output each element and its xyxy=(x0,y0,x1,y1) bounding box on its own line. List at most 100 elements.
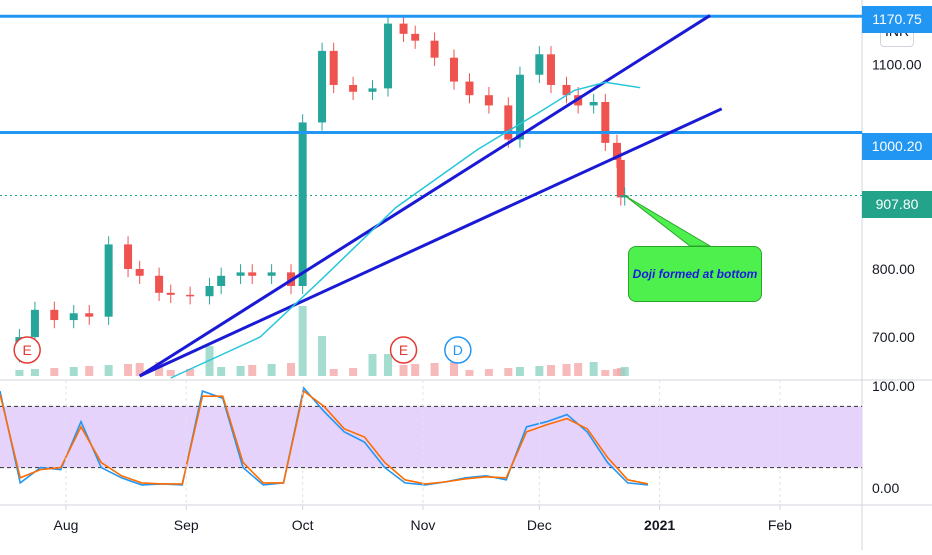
volume-bar xyxy=(589,362,598,376)
volume-bar xyxy=(267,364,276,376)
price-axis-label: 1100.00 xyxy=(872,57,922,73)
volume-bar xyxy=(349,368,358,376)
candle-body xyxy=(50,309,59,321)
volume-bar xyxy=(318,336,327,376)
candle-body xyxy=(384,23,393,89)
candle-body xyxy=(69,313,78,321)
time-axis-label: Nov xyxy=(410,517,435,533)
volume-bar xyxy=(368,354,377,376)
candle-body xyxy=(155,275,164,293)
candle-body xyxy=(368,88,377,92)
candle-body xyxy=(124,244,133,269)
event-marker-e: E xyxy=(389,336,418,364)
event-marker-circle xyxy=(13,336,41,364)
stochastic-d-line xyxy=(0,389,649,485)
trend-line-shallow xyxy=(139,107,723,378)
price-tag-resistance-value: 1170.75 xyxy=(872,11,922,27)
event-marker-label: E xyxy=(22,342,31,358)
candle-body xyxy=(616,159,625,198)
candle-body xyxy=(30,309,39,338)
candle-body xyxy=(515,74,524,140)
volume-bar xyxy=(562,364,571,376)
candle-body xyxy=(186,294,195,297)
candle-body xyxy=(465,81,474,96)
candle-body xyxy=(546,54,555,85)
volume-bar xyxy=(465,370,474,376)
volume-bar xyxy=(399,365,408,376)
price-tag-support-value: 1000.20 xyxy=(871,138,923,154)
volume-bar xyxy=(50,368,59,376)
stochastic-axis-label: 0.00 xyxy=(872,480,899,496)
price-axis-label: 800.00 xyxy=(872,261,915,277)
volume-bar xyxy=(236,366,245,376)
volume-bar xyxy=(546,365,555,376)
trend-line-steep xyxy=(138,14,711,378)
price-tag-last-value: 907.80 xyxy=(875,196,919,212)
annotation-callout[interactable]: Doji formed at bottom xyxy=(628,246,762,302)
volume-bar xyxy=(287,363,296,376)
volume-bar xyxy=(217,367,226,376)
event-marker-circle xyxy=(389,336,418,364)
candle-body xyxy=(411,33,420,41)
candle-body xyxy=(535,54,544,75)
candle-body xyxy=(236,272,245,276)
volume-bar xyxy=(124,364,133,376)
candle-body xyxy=(318,50,327,123)
volume-bar xyxy=(384,354,393,376)
volume-bar xyxy=(104,365,113,376)
time-axis: Aug Sep Oct Nov Dec 2021 Feb xyxy=(54,380,792,533)
volume-bar xyxy=(135,363,144,376)
volume-bar xyxy=(69,367,78,376)
stochastic-k-line xyxy=(0,386,649,486)
stochastic-axis-label: 100.00 xyxy=(872,378,915,394)
volume-bar xyxy=(484,369,493,376)
price-pane xyxy=(0,0,862,380)
price-tag-support: 1000.20 xyxy=(862,133,932,160)
candle-body xyxy=(620,195,629,198)
candle-body xyxy=(589,102,598,106)
time-axis-label: 2021 xyxy=(644,517,675,533)
candle-body xyxy=(217,275,226,286)
volume-bar xyxy=(329,369,338,376)
candle-body xyxy=(484,95,493,106)
candle-body xyxy=(85,313,94,317)
event-marker-label: D xyxy=(453,342,463,358)
candle-body xyxy=(329,50,338,85)
volume-bar xyxy=(155,362,164,376)
time-axis-label: Oct xyxy=(292,517,314,533)
price-tag-last: 907.80 xyxy=(862,191,932,218)
candle-body xyxy=(562,84,571,96)
event-marker-label: E xyxy=(399,342,408,358)
time-axis-label: Aug xyxy=(54,517,79,533)
drawing-lines xyxy=(0,14,862,379)
volume-bar xyxy=(535,366,544,376)
candle-body xyxy=(267,272,276,276)
volume-bar xyxy=(186,369,195,376)
candle-body xyxy=(135,268,144,276)
event-marker-circle xyxy=(444,336,472,364)
event-marker-d: D xyxy=(444,336,472,364)
candle-body xyxy=(399,23,408,34)
price-tag-resistance: 1170.75 xyxy=(862,6,932,33)
volume-bar xyxy=(298,306,307,376)
candle-body xyxy=(504,105,513,140)
candle-body xyxy=(166,292,175,295)
candle-body xyxy=(205,286,214,297)
candle-body xyxy=(349,84,358,92)
volume-bar xyxy=(504,368,513,376)
volume-bar xyxy=(574,363,583,376)
volume-bar xyxy=(411,364,420,376)
volume-bar xyxy=(15,370,24,376)
candle-body xyxy=(104,244,113,317)
volume-bar xyxy=(515,367,524,376)
volume-bar xyxy=(30,369,39,376)
candle-body xyxy=(601,102,610,143)
time-axis-label: Sep xyxy=(174,517,199,533)
volume-bar xyxy=(449,362,458,376)
event-marker-e: E xyxy=(13,336,41,364)
time-axis-label: Feb xyxy=(768,517,792,533)
stochastic-band xyxy=(0,406,862,468)
